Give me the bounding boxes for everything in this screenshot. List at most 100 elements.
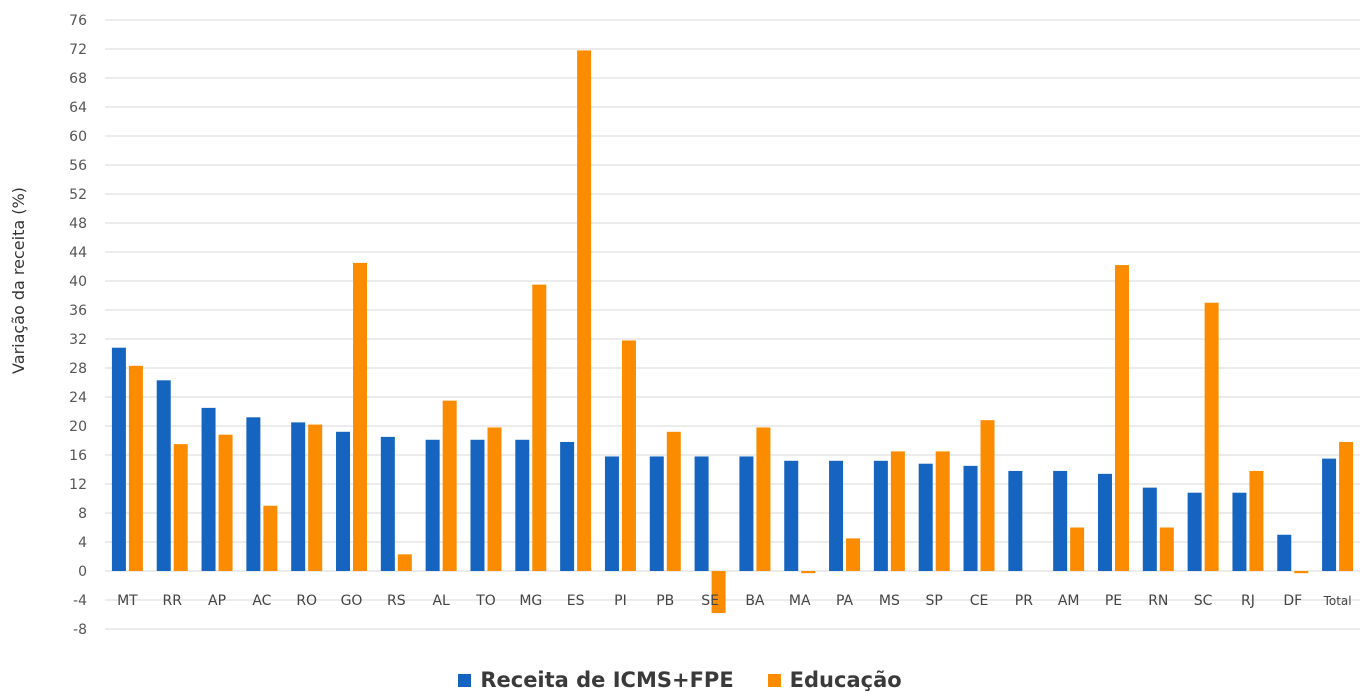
x-tick-label: SP <box>926 593 943 609</box>
bars <box>111 50 1354 614</box>
bar-series-1-ap <box>201 407 216 571</box>
bar-series-1-mt <box>111 347 126 571</box>
bar-series-2-pe <box>1114 265 1129 571</box>
bar-series-1-se <box>694 456 709 571</box>
bar-series-2-pi <box>621 340 636 571</box>
x-tick-label: PE <box>1105 593 1122 609</box>
bar-series-2-ce <box>980 420 995 571</box>
y-tick-label: 4 <box>78 535 87 551</box>
bar-series-1-rj <box>1232 492 1247 571</box>
y-tick-label: 68 <box>69 71 87 87</box>
bar-series-1-am <box>1053 470 1068 571</box>
legend-label-series-2: Educação <box>789 668 902 692</box>
bar-series-2-ms <box>890 451 905 571</box>
x-tick-label: AC <box>252 593 271 609</box>
bar-series-2-to <box>487 427 502 571</box>
bar-series-2-sp <box>935 451 950 571</box>
legend: Receita de ICMS+FPE Educação <box>0 668 1360 692</box>
bar-series-1-pa <box>829 460 844 571</box>
x-tick-label: PR <box>1015 593 1033 609</box>
bar-series-1-pr <box>1008 470 1023 571</box>
y-tick-label: 64 <box>69 100 87 116</box>
y-axis-title-container: Variação da receita (%) <box>6 0 30 560</box>
bar-series-2-rr <box>173 444 188 571</box>
bar-series-2-ma <box>801 571 816 574</box>
bar-series-1-ac <box>246 417 261 571</box>
bar-series-2-am <box>1070 527 1085 571</box>
bar-series-1-rn <box>1142 487 1157 571</box>
y-tick-label: 44 <box>69 245 87 261</box>
x-tick-label: PA <box>836 593 854 609</box>
x-tick-label: PI <box>614 593 627 609</box>
bar-series-1-ba <box>739 456 754 571</box>
y-tick-label: 24 <box>69 390 87 406</box>
y-tick-label: 28 <box>69 361 87 377</box>
bar-series-2-pa <box>846 538 861 571</box>
bar-series-2-sc <box>1204 302 1219 571</box>
x-tick-label: Total <box>1323 594 1352 608</box>
y-tick-label: 20 <box>69 419 87 435</box>
x-tick-label: SE <box>701 593 719 609</box>
x-tick-label: GO <box>341 593 363 609</box>
bar-series-2-ba <box>756 427 771 571</box>
bar-series-1-ro <box>291 422 306 571</box>
x-tick-label: TO <box>475 593 496 609</box>
bar-series-1-go <box>336 431 351 571</box>
x-tick-label: RN <box>1148 593 1168 609</box>
x-tick-label: BA <box>745 593 765 609</box>
y-tick-label: 36 <box>69 303 87 319</box>
x-tick-label: PB <box>656 593 674 609</box>
legend-item-series-2: Educação <box>767 668 902 692</box>
y-tick-label: 12 <box>69 477 87 493</box>
x-tick-label: MT <box>117 593 138 609</box>
bar-series-1-mg <box>515 439 530 571</box>
bar-series-2-go <box>353 262 368 571</box>
x-axis-labels: MT RR AP AC RO GO RS AL TO MG ES PI PB SE BA MA PA MS SP CE… <box>117 593 1352 609</box>
y-tick-label: -8 <box>73 622 87 638</box>
bar-series-1-ms <box>873 460 888 571</box>
bar-series-2-mt <box>128 365 143 571</box>
bar-series-2-es <box>577 50 592 571</box>
bar-series-1-rs <box>380 436 395 571</box>
bar-series-2-ac <box>263 505 278 571</box>
x-tick-label: CE <box>970 593 989 609</box>
bar-series-2-rj <box>1249 470 1264 571</box>
y-tick-label: 8 <box>78 506 87 522</box>
y-tick-label: 72 <box>69 42 87 58</box>
y-tick-label: 56 <box>69 158 87 174</box>
x-tick-label: DF <box>1283 593 1302 609</box>
y-tick-label: 76 <box>69 13 87 29</box>
bar-series-1-df <box>1277 534 1292 571</box>
x-tick-label: MA <box>789 593 811 609</box>
bar-series-2-df <box>1294 571 1309 574</box>
legend-item-series-1: Receita de ICMS+FPE <box>458 668 734 692</box>
x-tick-label: RR <box>162 593 182 609</box>
bar-chart: -8-4048121620242832364044485256606468727… <box>69 13 1360 638</box>
bar-series-2-ap <box>218 434 233 571</box>
y-tick-label: 60 <box>69 129 87 145</box>
bar-series-1-total <box>1322 458 1337 571</box>
x-tick-label: ES <box>567 593 585 609</box>
y-tick-label: 0 <box>78 564 87 580</box>
bar-series-2-se <box>711 571 726 614</box>
x-tick-label: MS <box>879 593 900 609</box>
legend-label-series-1: Receita de ICMS+FPE <box>480 668 734 692</box>
bar-series-2-rn <box>1159 527 1174 571</box>
bar-series-2-pb <box>666 431 681 571</box>
bar-series-2-mg <box>532 284 547 571</box>
y-tick-label: 52 <box>69 187 87 203</box>
bar-series-1-pi <box>604 456 619 571</box>
x-tick-label: RS <box>387 593 406 609</box>
bar-series-1-to <box>470 439 485 571</box>
legend-swatch-series-2 <box>767 673 781 687</box>
bar-series-2-rs <box>397 554 412 571</box>
bar-series-1-pe <box>1097 473 1112 571</box>
x-tick-label: AM <box>1058 593 1080 609</box>
bar-series-1-pb <box>649 456 664 571</box>
y-tick-label: -4 <box>73 593 87 609</box>
bar-series-1-ma <box>784 460 799 571</box>
x-tick-label: RJ <box>1241 593 1255 609</box>
x-tick-label: SC <box>1194 593 1213 609</box>
bar-series-1-es <box>560 441 575 571</box>
bar-series-1-sp <box>918 463 933 571</box>
